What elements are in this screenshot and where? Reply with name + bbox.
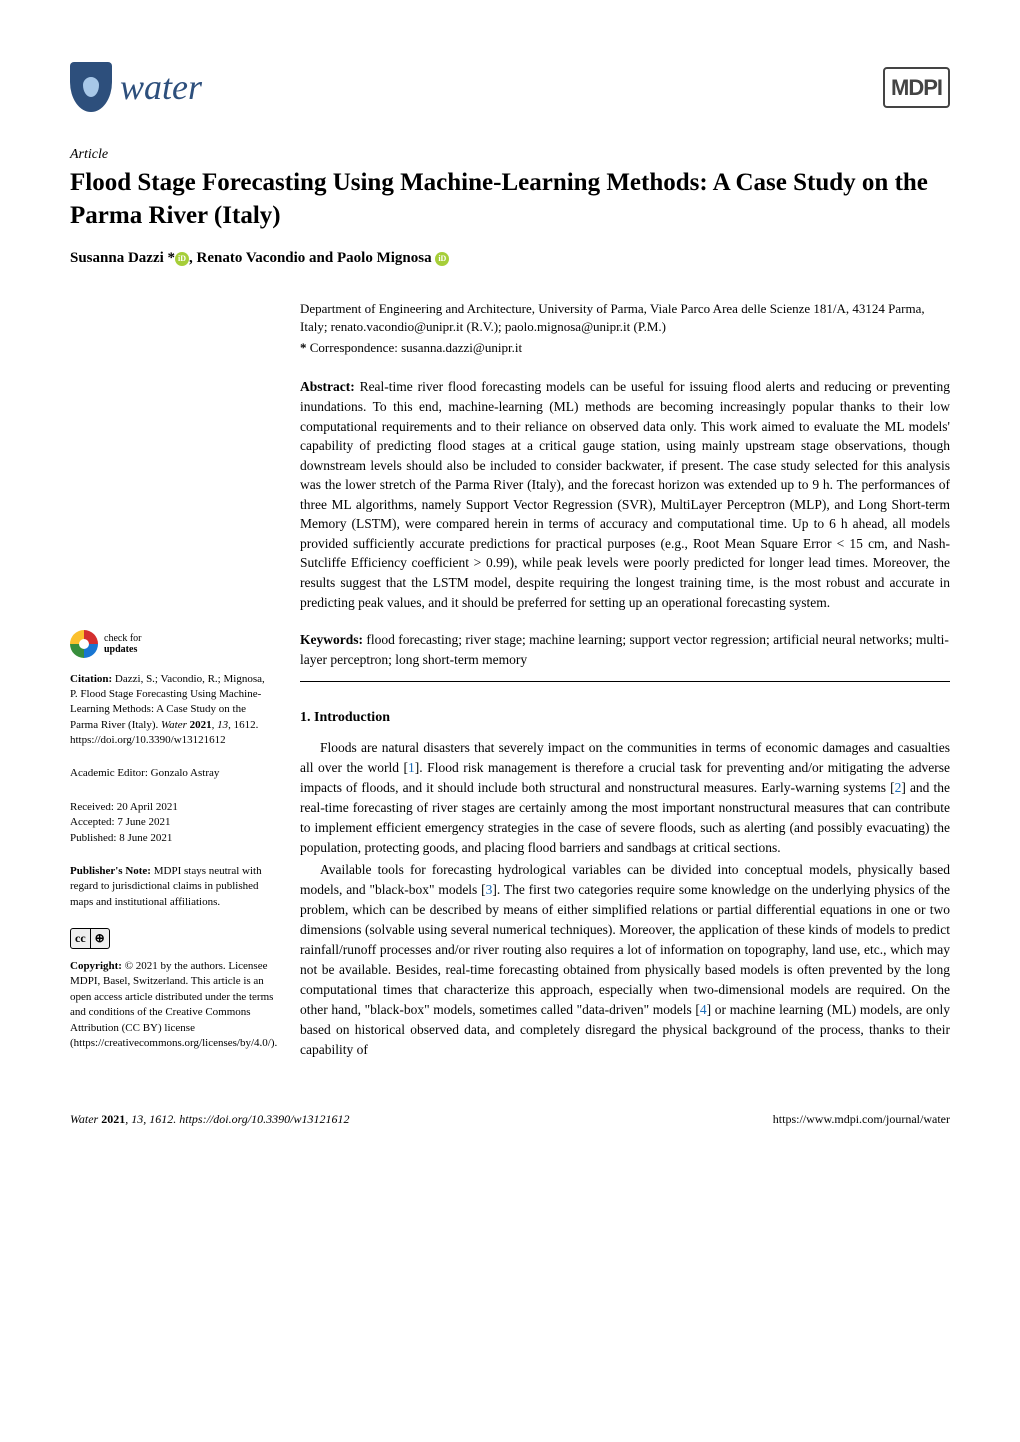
- orcid-icon[interactable]: [175, 252, 189, 266]
- abstract-text: Real-time river flood forecasting models…: [300, 379, 950, 609]
- citation-block: Citation: Dazzi, S.; Vacondio, R.; Migno…: [70, 672, 275, 749]
- intro-paragraph-1: Floods are natural disasters that severe…: [300, 738, 950, 858]
- article-type: Article: [70, 144, 950, 165]
- citation-vol: , 13: [212, 719, 229, 731]
- journal-name: water: [120, 60, 202, 114]
- keywords-label: Keywords:: [300, 632, 363, 647]
- received-date: Received: 20 April 2021: [70, 800, 275, 815]
- footer-left: Water 2021, 13, 1612. https://doi.org/10…: [70, 1110, 349, 1128]
- mdpi-logo: MDPI: [883, 67, 950, 108]
- editor-block: Academic Editor: Gonzalo Astray: [70, 766, 275, 781]
- orcid-icon[interactable]: [435, 252, 449, 266]
- accepted-date: Accepted: 7 June 2021: [70, 815, 275, 830]
- footer-year: 2021: [101, 1112, 125, 1126]
- footer-journal: Water: [70, 1112, 101, 1126]
- citation-label: Citation:: [70, 673, 112, 685]
- journal-logo: water: [70, 60, 202, 114]
- published-date: Published: 8 June 2021: [70, 831, 275, 846]
- footer-rest: , 13, 1612. https://doi.org/10.3390/w131…: [125, 1112, 349, 1126]
- check-line1: check for: [104, 633, 141, 644]
- article-header: Article Flood Stage Forecasting Using Ma…: [70, 144, 950, 270]
- ref-link-4[interactable]: 4: [700, 1002, 707, 1017]
- citation-year: 2021: [190, 719, 212, 731]
- article-title: Flood Stage Forecasting Using Machine-Le…: [70, 167, 950, 232]
- p2-b: ]. The first two categories require some…: [300, 882, 950, 1017]
- check-updates-icon: [70, 630, 98, 658]
- header-row: water MDPI: [70, 60, 950, 114]
- correspondence-asterisk: *: [300, 340, 307, 355]
- check-line2: updates: [104, 644, 141, 655]
- check-updates-text: check for updates: [104, 633, 141, 655]
- abstract: Abstract: Real-time river flood forecast…: [300, 377, 950, 612]
- footer-right[interactable]: https://www.mdpi.com/journal/water: [773, 1110, 950, 1128]
- affiliation: Department of Engineering and Architectu…: [300, 300, 950, 336]
- authors: Susanna Dazzi * , Renato Vacondio and Pao…: [70, 247, 950, 270]
- by-icon: ⊕: [91, 928, 110, 949]
- section-heading-intro: 1. Introduction: [300, 707, 950, 728]
- publisher-note-label: Publisher's Note:: [70, 865, 151, 877]
- keywords-text: flood forecasting; river stage; machine …: [300, 632, 949, 667]
- dates-block: Received: 20 April 2021 Accepted: 7 June…: [70, 800, 275, 846]
- citation-journal: Water: [161, 719, 190, 731]
- sidebar: check for updates Citation: Dazzi, S.; V…: [70, 300, 275, 1070]
- copyright-text: © 2021 by the authors. Licensee MDPI, Ba…: [70, 960, 277, 1049]
- copyright-block: Copyright: © 2021 by the authors. Licens…: [70, 959, 275, 1051]
- editor-label: Academic Editor:: [70, 767, 151, 779]
- water-drop-icon: [70, 62, 112, 112]
- authors-rest: , Renato Vacondio and Paolo Mignosa: [189, 250, 432, 266]
- editor-name: Gonzalo Astray: [151, 767, 220, 779]
- keywords: Keywords: flood forecasting; river stage…: [300, 630, 950, 669]
- drop-icon: [83, 77, 99, 97]
- correspondence: * Correspondence: susanna.dazzi@unipr.it: [300, 338, 950, 358]
- check-updates-badge[interactable]: check for updates: [70, 630, 275, 658]
- author-1: Susanna Dazzi *: [70, 250, 175, 266]
- intro-paragraph-2: Available tools for forecasting hydrolog…: [300, 860, 950, 1060]
- cc-license-badge[interactable]: cc ⊕: [70, 928, 275, 949]
- correspondence-text: Correspondence: susanna.dazzi@unipr.it: [310, 340, 522, 355]
- main-column: Department of Engineering and Architectu…: [300, 300, 950, 1070]
- cc-icon: cc: [70, 928, 91, 949]
- page-footer: Water 2021, 13, 1612. https://doi.org/10…: [70, 1104, 950, 1128]
- abstract-label: Abstract:: [300, 379, 355, 394]
- copyright-label: Copyright:: [70, 960, 122, 972]
- section-divider: [300, 681, 950, 682]
- ref-link-1[interactable]: 1: [408, 760, 415, 775]
- publisher-note-block: Publisher's Note: MDPI stays neutral wit…: [70, 864, 275, 910]
- two-column-layout: check for updates Citation: Dazzi, S.; V…: [70, 300, 950, 1070]
